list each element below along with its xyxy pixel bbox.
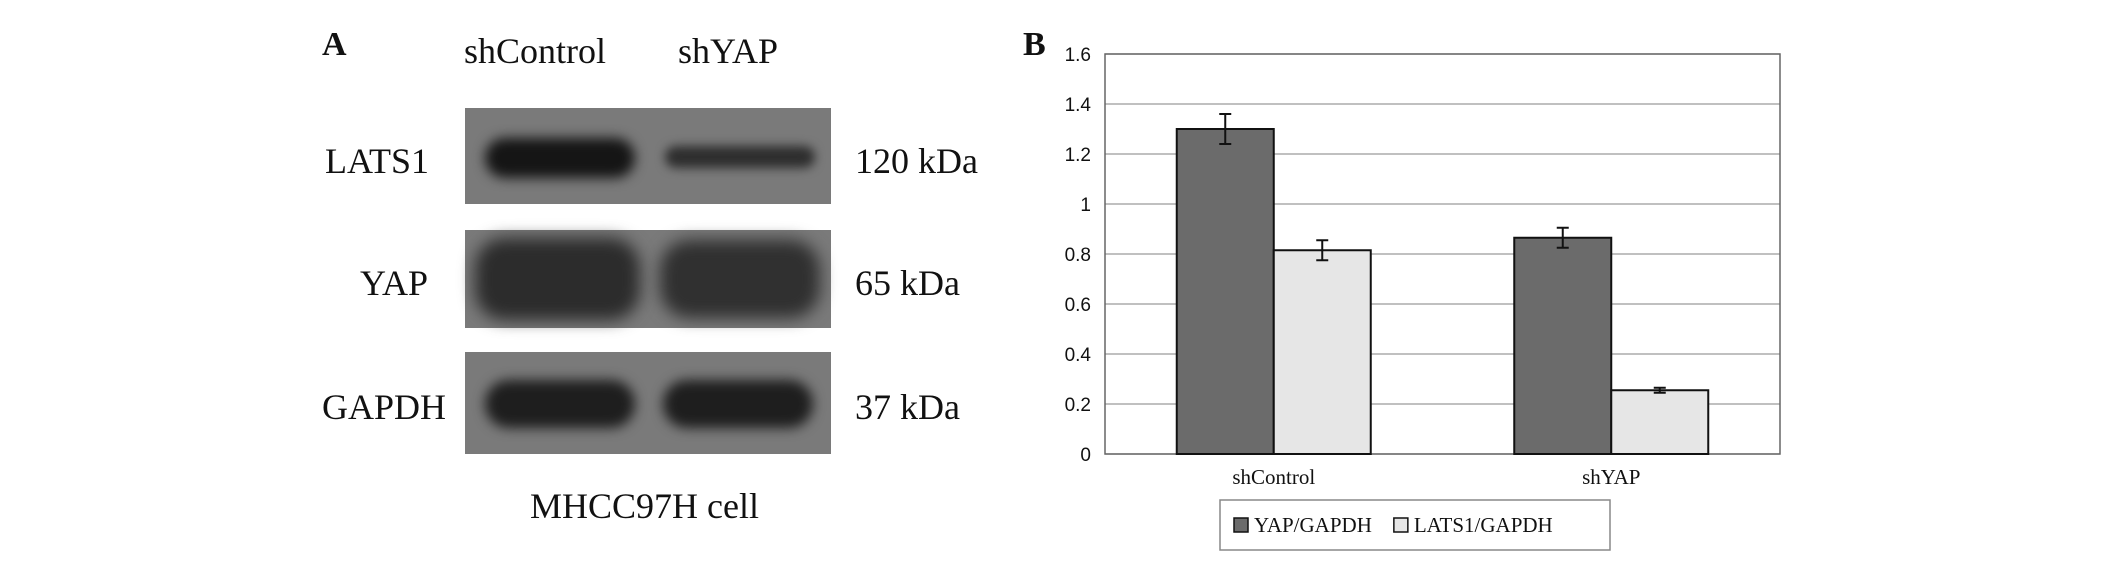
grid-lines: [1104, 53, 1781, 455]
band-lats1-shyap: [665, 146, 815, 168]
category-label-shyap: shYAP: [1582, 465, 1640, 489]
y-tick-label: 0.8: [1065, 245, 1091, 266]
band-gapdh-shyap: [663, 380, 813, 428]
blot-gapdh: [465, 352, 831, 454]
lane-label-shcontrol: shControl: [464, 31, 607, 71]
y-tick-label: 1.2: [1065, 145, 1091, 166]
legend-swatch: [1233, 517, 1249, 533]
legend: YAP/GAPDH LATS1/GAPDH: [1219, 499, 1611, 551]
y-axis-ticks: 0 0.2 0.4 0.6 0.8 1 1.2 1.4 1.6: [1065, 45, 1092, 466]
panel-a-label: A: [322, 26, 347, 63]
legend-box: [1219, 499, 1611, 551]
band-yap-shcontrol: [475, 238, 640, 320]
cell-line-label: MHCC97H cell: [530, 486, 759, 526]
legend-swatch: [1393, 517, 1409, 533]
mw-label-gapdh: 37 kDa: [855, 387, 960, 427]
y-tick-label: 1.6: [1065, 45, 1091, 66]
band-lats1-shcontrol: [485, 138, 635, 178]
mw-label-lats1: 120 kDa: [855, 141, 978, 181]
y-tick-label: 0: [1080, 445, 1091, 466]
bar-yap-gapdh-shcontrol: [1175, 128, 1275, 455]
blot-lats1: [465, 108, 831, 204]
plot-frame: [1104, 53, 1781, 455]
bar-chart: 0 0.2 0.4 0.6 0.8 1 1.2 1.4 1.6 shControl shYAP Y…: [1065, 45, 1781, 551]
bar-lats1-gapdh-shyap: [1610, 389, 1710, 455]
y-tick-label: 0.4: [1065, 345, 1092, 366]
mw-label-yap: 65 kDa: [855, 263, 960, 303]
protein-label-yap: YAP: [360, 263, 429, 303]
band-yap-shyap: [660, 240, 820, 318]
legend-entry: YAP/GAPDH: [1254, 513, 1372, 537]
protein-label-gapdh: GAPDH: [322, 387, 447, 427]
bar-lats1-gapdh-shcontrol: [1272, 249, 1372, 455]
band-gapdh-shcontrol: [485, 380, 635, 428]
y-tick-label: 0.6: [1065, 295, 1091, 316]
y-tick-label: 1: [1080, 195, 1091, 216]
y-tick-label: 1.4: [1065, 95, 1092, 116]
bars: [1175, 113, 1710, 455]
blot-yap: [465, 230, 831, 328]
lane-label-shyap: shYAP: [678, 31, 779, 71]
y-tick-label: 0.2: [1065, 395, 1091, 416]
category-label-shcontrol: shControl: [1232, 465, 1315, 489]
protein-label-lats1: LATS1: [325, 141, 430, 181]
category-labels: shControl shYAP: [1232, 465, 1640, 489]
panel-b-label: B: [1023, 26, 1046, 63]
legend-entry: LATS1/GAPDH: [1414, 513, 1553, 537]
bar-yap-gapdh-shyap: [1513, 236, 1613, 455]
